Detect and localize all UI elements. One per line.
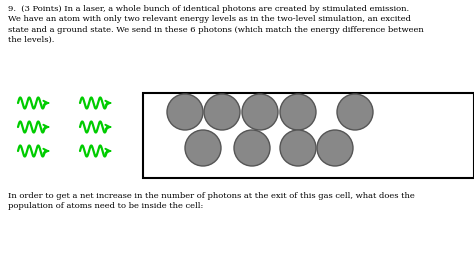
Circle shape: [280, 94, 316, 130]
Circle shape: [167, 94, 203, 130]
Circle shape: [280, 130, 316, 166]
Circle shape: [204, 94, 240, 130]
Circle shape: [242, 94, 278, 130]
Text: In order to get a net increase in the number of photons at the exit of this gas : In order to get a net increase in the nu…: [8, 192, 415, 210]
Circle shape: [317, 130, 353, 166]
Circle shape: [234, 130, 270, 166]
Circle shape: [337, 94, 373, 130]
Circle shape: [185, 130, 221, 166]
Bar: [143, 93, 474, 178]
Text: 9.  (3 Points) In a laser, a whole bunch of identical photons are created by sti: 9. (3 Points) In a laser, a whole bunch …: [8, 5, 424, 44]
